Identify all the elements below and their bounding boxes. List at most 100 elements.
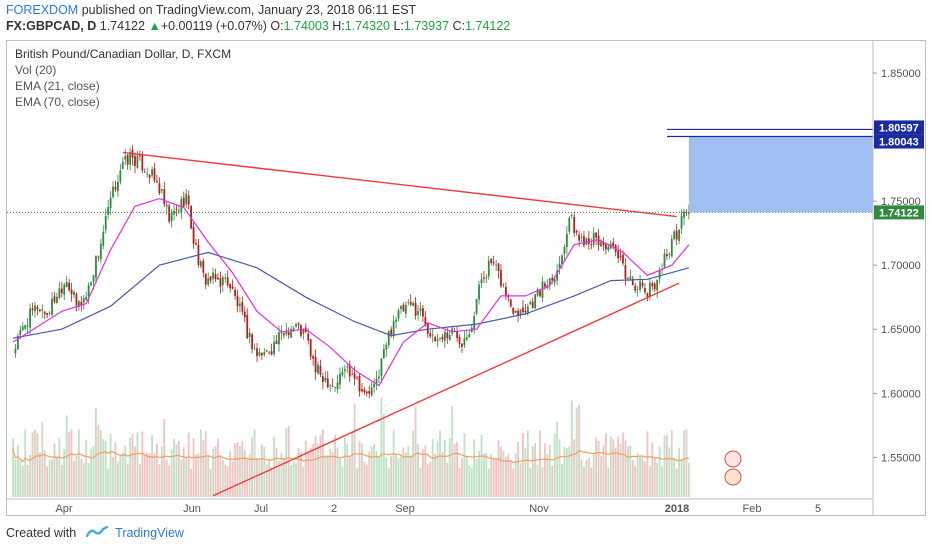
volume-bar <box>95 408 97 497</box>
volume-bar <box>402 447 405 497</box>
tradingview-logo-text[interactable]: TradingView <box>115 526 184 540</box>
volume-bar <box>446 462 449 497</box>
volume-bar <box>424 445 427 497</box>
candle-body <box>382 348 385 359</box>
volume-bar <box>451 406 454 497</box>
volume-bar <box>29 454 31 497</box>
tradingview-logo-icon[interactable] <box>85 525 108 538</box>
volume-bar <box>526 430 529 497</box>
volume-bar <box>619 443 622 497</box>
candle-body <box>485 277 488 279</box>
candle-body <box>531 301 534 308</box>
volume-bar <box>570 400 573 497</box>
candle-body <box>138 155 141 157</box>
chart-frame[interactable]: 1.850001.800001.750001.700001.650001.600… <box>6 40 926 516</box>
volume-bar <box>390 456 393 497</box>
candle-body <box>548 278 551 285</box>
candle-body <box>124 156 127 160</box>
volume-bar <box>19 459 22 497</box>
volume-bar <box>134 446 136 497</box>
volume-bar <box>629 445 632 497</box>
volume-bar <box>107 468 110 497</box>
volume-bar <box>339 458 341 497</box>
volume-bar <box>114 442 117 497</box>
volume-bar <box>609 436 612 497</box>
candle-body <box>568 217 571 232</box>
volume-bar <box>683 430 685 497</box>
candle-body <box>26 325 29 327</box>
volume-bar <box>226 466 229 497</box>
candle-body <box>312 356 315 359</box>
volume-bar <box>353 403 356 497</box>
volume-bar <box>553 433 556 497</box>
volume-bar <box>617 436 620 497</box>
volume-bar <box>290 465 293 497</box>
candle-body <box>258 352 261 356</box>
time-tick-label: 5 <box>815 503 821 515</box>
price-chart[interactable]: 1.850001.800001.750001.700001.650001.600… <box>7 41 925 515</box>
candle-body <box>343 369 346 371</box>
candle-body <box>534 294 537 309</box>
candle-body <box>43 311 46 315</box>
volume-bar <box>26 464 29 497</box>
candle-body <box>285 330 288 335</box>
volume-bar <box>38 452 41 497</box>
volume-bar <box>443 439 446 497</box>
price-tag-label: 1.80597 <box>879 122 919 134</box>
candle-body <box>56 296 58 303</box>
candle-body <box>641 282 644 287</box>
candle-body <box>268 352 271 354</box>
volume-bar <box>190 468 193 497</box>
candle-body <box>224 277 227 279</box>
candle-body <box>170 213 173 222</box>
volume-bar <box>631 459 634 497</box>
candle-body <box>31 308 34 310</box>
volume-bar <box>300 451 302 497</box>
volume-bar <box>168 465 171 497</box>
volume-bar <box>224 464 227 497</box>
candle-body <box>663 253 666 268</box>
candle-body <box>375 378 378 384</box>
volume-bar <box>648 465 651 497</box>
volume-bar <box>158 464 161 497</box>
volume-bar <box>487 468 490 497</box>
low-value: 1.73937 <box>403 19 450 33</box>
volume-bar <box>522 432 524 497</box>
volume-bar <box>436 440 439 497</box>
candle-body <box>99 243 102 259</box>
candle-body <box>687 212 690 214</box>
volume-bar <box>395 453 397 497</box>
candle-body <box>336 382 339 390</box>
volume-bar <box>351 431 354 497</box>
publisher-name[interactable]: FOREXDOM <box>6 3 79 17</box>
candle-body <box>404 304 407 314</box>
volume-bar <box>192 438 195 497</box>
candle-body <box>597 235 600 246</box>
candle-body <box>260 352 263 356</box>
candle-body <box>529 302 532 305</box>
volume-bar <box>407 446 410 497</box>
legend-vol: Vol (20) <box>15 63 56 77</box>
volume-bar <box>470 467 473 497</box>
candle-body <box>602 242 605 246</box>
volume-bar <box>595 437 598 497</box>
candle-body <box>19 329 22 336</box>
candle-body <box>448 334 451 341</box>
volume-bar <box>173 438 175 497</box>
volume-bar <box>385 457 388 497</box>
candle-body <box>626 277 629 279</box>
candle-body <box>24 325 27 329</box>
candle-body <box>153 168 156 181</box>
candle-body <box>46 313 49 316</box>
candle-body <box>134 156 136 166</box>
volume-bar <box>685 429 688 497</box>
volume-bar <box>392 429 395 497</box>
volume-bar <box>561 463 563 497</box>
volume-bar <box>422 449 424 497</box>
volume-bar <box>112 457 114 497</box>
volume-bar <box>278 460 280 497</box>
candle-body <box>236 295 239 307</box>
volume-bar <box>573 439 576 497</box>
volume-bar <box>551 465 554 497</box>
candle-body <box>29 308 31 328</box>
